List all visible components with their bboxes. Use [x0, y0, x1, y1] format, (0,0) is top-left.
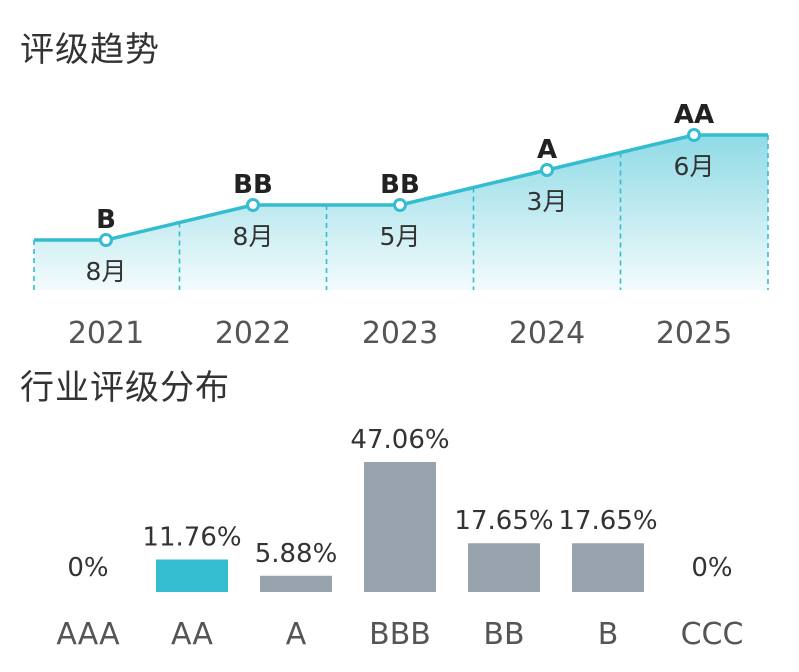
trend-point [99, 233, 113, 247]
trend-month-label: 8月 [86, 257, 127, 286]
distribution-bar [468, 543, 540, 592]
trend-rating-label: A [537, 135, 557, 165]
distribution-value-label: 17.65% [454, 506, 553, 536]
trend-year-tick: 2025 [656, 316, 732, 351]
distribution-category-tick: CCC [681, 617, 744, 652]
trend-month-label: 8月 [233, 222, 274, 251]
trend-month-label: 3月 [527, 187, 568, 216]
trend-month-label: 5月 [380, 222, 421, 251]
distribution-value-label: 0% [67, 553, 108, 583]
distribution-bar [156, 559, 228, 592]
trend-year-tick: 2024 [509, 316, 585, 351]
distribution-value-label: 0% [691, 553, 732, 583]
trend-area-fill [34, 135, 768, 290]
distribution-category-tick: A [286, 617, 307, 652]
trend-point [246, 198, 260, 212]
distribution-category-tick: BB [483, 617, 524, 652]
trend-point [687, 128, 701, 142]
distribution-category-tick: B [598, 617, 619, 652]
distribution-value-label: 5.88% [255, 539, 338, 569]
distribution-category-tick: AAA [56, 617, 120, 652]
trend-point [540, 163, 554, 177]
trend-point [393, 198, 407, 212]
trend-rating-label: BB [380, 170, 420, 200]
trend-year-tick: 2022 [215, 316, 291, 351]
distribution-section-title: 行业评级分布 [20, 368, 230, 408]
distribution-value-label: 47.06% [350, 425, 449, 455]
distribution-category-tick: BBB [369, 617, 431, 652]
trend-year-tick: 2023 [362, 316, 438, 351]
distribution-category-tick: AA [171, 617, 213, 652]
trend-section-title: 评级趋势 [20, 30, 160, 70]
distribution-bar [364, 462, 436, 592]
trend-year-tick: 2021 [68, 316, 144, 351]
trend-rating-label: BB [233, 170, 273, 200]
trend-month-label: 6月 [674, 152, 715, 181]
distribution-bar [260, 575, 332, 592]
distribution-bar [572, 543, 644, 592]
distribution-value-label: 11.76% [142, 523, 241, 553]
rating-trend-chart: B 8月 2021 BB 8月 2022 BB 5月 2023 A 3月 2024 AA 6月 2025 [33, 100, 769, 351]
trend-rating-label: B [96, 205, 116, 235]
trend-rating-label: AA [674, 100, 714, 130]
distribution-value-label: 17.65% [558, 506, 657, 536]
